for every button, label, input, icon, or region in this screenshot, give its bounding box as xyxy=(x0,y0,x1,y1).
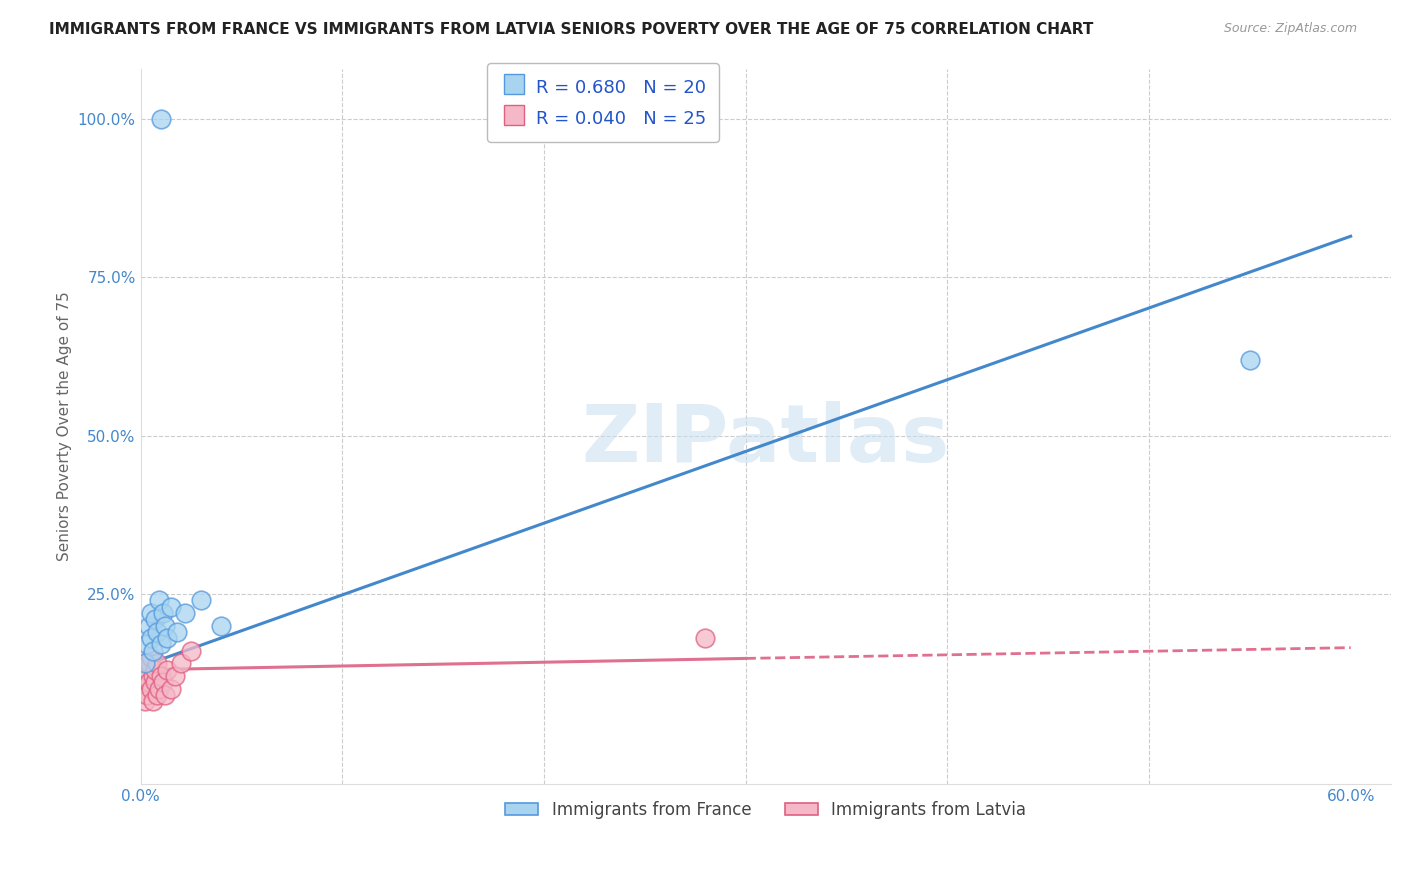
Legend: Immigrants from France, Immigrants from Latvia: Immigrants from France, Immigrants from … xyxy=(499,794,1033,825)
Point xyxy=(131,681,153,696)
Point xyxy=(149,669,172,683)
Point xyxy=(139,650,162,665)
Point xyxy=(153,688,176,702)
Point xyxy=(135,638,157,652)
Point xyxy=(190,593,212,607)
Point xyxy=(152,675,174,690)
Point xyxy=(156,663,179,677)
Point xyxy=(149,638,172,652)
Point xyxy=(138,618,160,632)
Point xyxy=(152,606,174,620)
Point xyxy=(160,681,183,696)
Point xyxy=(143,663,166,677)
Point xyxy=(156,631,179,645)
Text: ZIPatlas: ZIPatlas xyxy=(582,401,950,479)
Point xyxy=(142,644,165,658)
Text: Source: ZipAtlas.com: Source: ZipAtlas.com xyxy=(1223,22,1357,36)
Point xyxy=(163,669,186,683)
Point xyxy=(149,112,172,127)
Point xyxy=(138,657,160,671)
Point xyxy=(695,631,717,645)
Point xyxy=(139,631,162,645)
Point xyxy=(134,694,156,708)
Point xyxy=(160,599,183,614)
Point xyxy=(148,593,170,607)
Point xyxy=(138,675,160,690)
Point xyxy=(145,657,167,671)
Point xyxy=(153,618,176,632)
Point xyxy=(166,624,188,639)
Point xyxy=(139,606,162,620)
Point xyxy=(209,618,232,632)
Point xyxy=(135,663,157,677)
Y-axis label: Seniors Poverty Over the Age of 75: Seniors Poverty Over the Age of 75 xyxy=(58,292,72,561)
Point xyxy=(139,681,162,696)
Point xyxy=(142,694,165,708)
Point xyxy=(143,612,166,626)
Point xyxy=(145,688,167,702)
Point xyxy=(134,657,156,671)
Point xyxy=(145,624,167,639)
Text: IMMIGRANTS FROM FRANCE VS IMMIGRANTS FROM LATVIA SENIORS POVERTY OVER THE AGE OF: IMMIGRANTS FROM FRANCE VS IMMIGRANTS FRO… xyxy=(49,22,1094,37)
Point xyxy=(180,644,202,658)
Point xyxy=(134,669,156,683)
Point xyxy=(142,669,165,683)
Point xyxy=(1239,352,1261,367)
Point xyxy=(148,681,170,696)
Point xyxy=(143,675,166,690)
Point xyxy=(174,606,197,620)
Point xyxy=(135,688,157,702)
Point xyxy=(170,657,193,671)
